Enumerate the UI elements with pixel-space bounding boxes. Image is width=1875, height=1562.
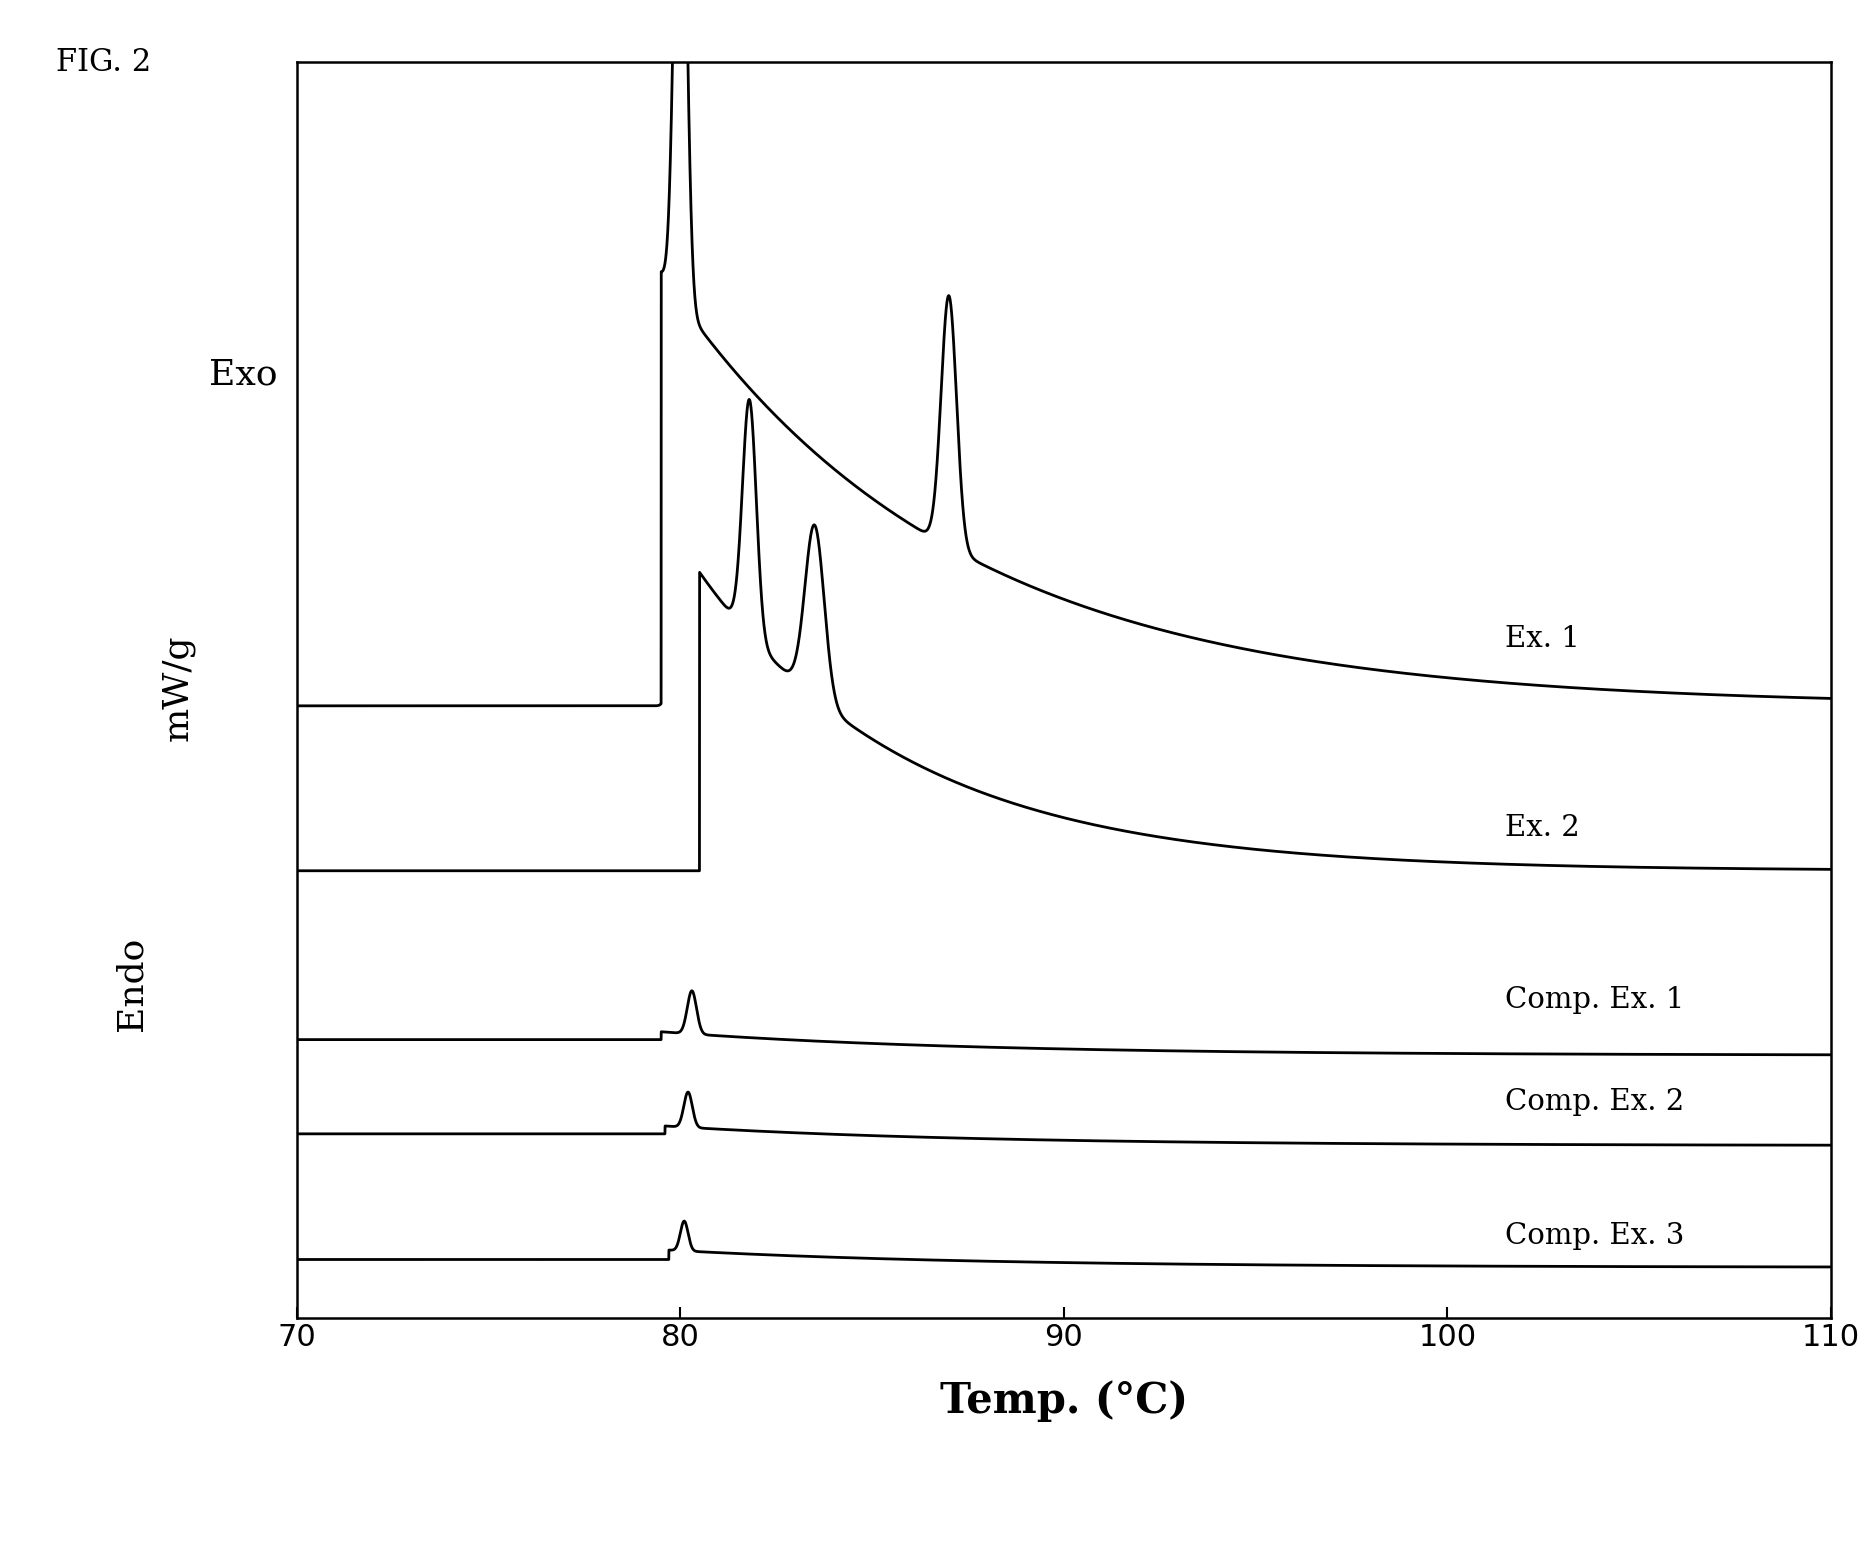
X-axis label: Temp. (°C): Temp. (°C) xyxy=(939,1381,1189,1421)
Text: Comp. Ex. 2: Comp. Ex. 2 xyxy=(1506,1089,1684,1117)
Text: Comp. Ex. 3: Comp. Ex. 3 xyxy=(1506,1221,1684,1250)
Text: FIG. 2: FIG. 2 xyxy=(56,47,152,78)
Text: Ex. 1: Ex. 1 xyxy=(1506,625,1581,653)
Text: Exo: Exo xyxy=(210,358,278,392)
Text: mW/g: mW/g xyxy=(161,634,195,740)
Text: Endo: Endo xyxy=(114,937,148,1031)
Text: Ex. 2: Ex. 2 xyxy=(1506,814,1581,842)
Text: Comp. Ex. 1: Comp. Ex. 1 xyxy=(1506,986,1684,1014)
